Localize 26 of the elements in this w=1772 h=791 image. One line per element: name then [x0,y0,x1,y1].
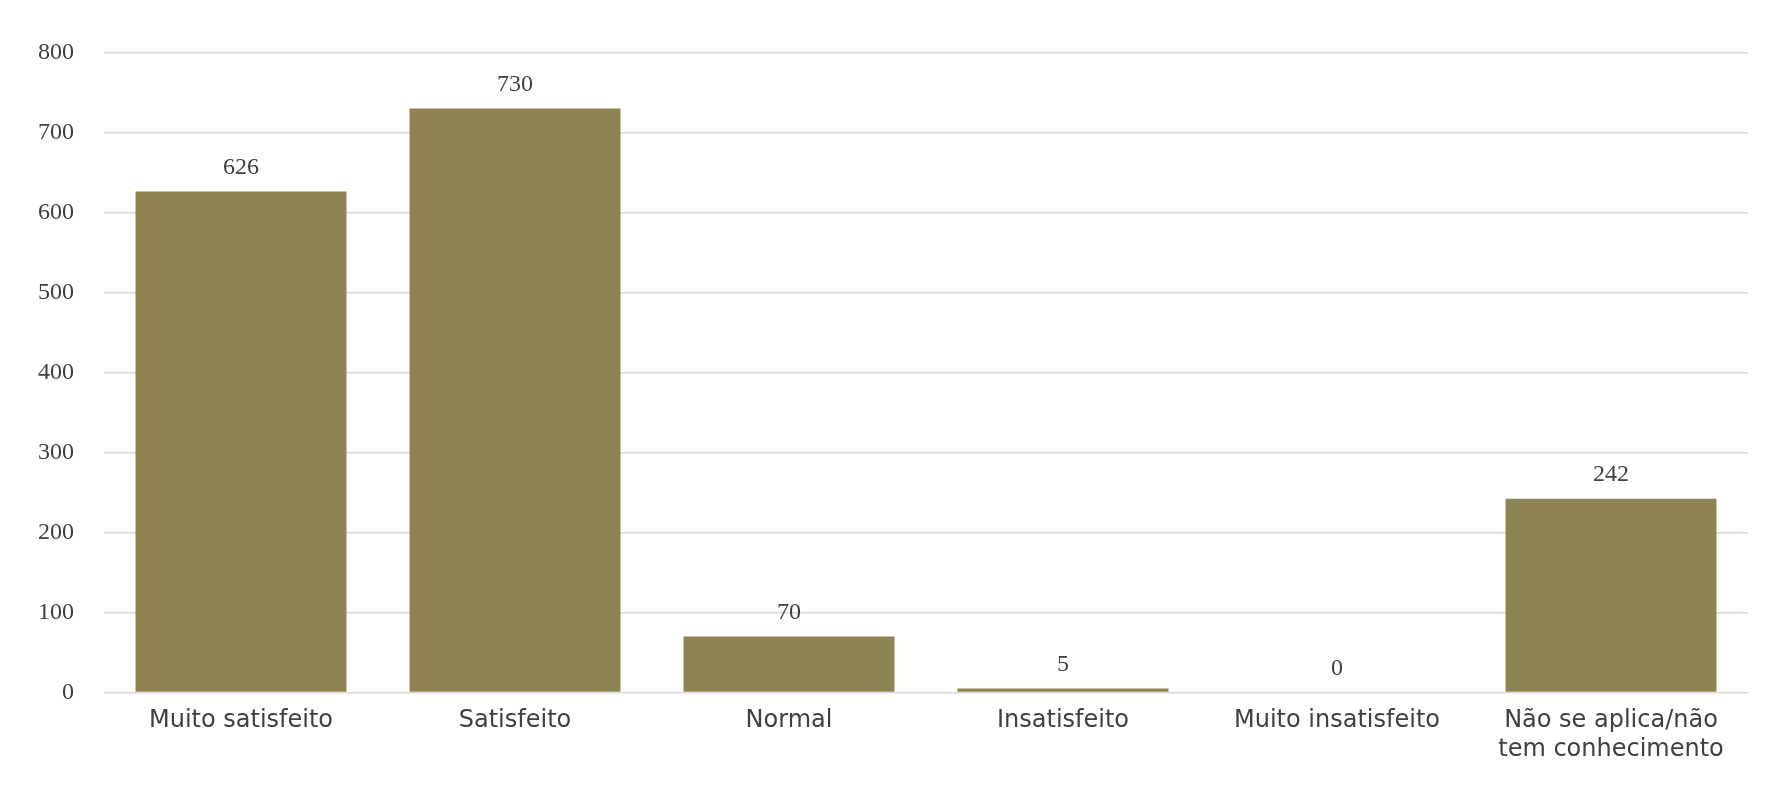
y-tick-label: 0 [62,677,74,704]
bar [409,108,621,692]
x-tick-label: Muito insatisfeito [1234,705,1440,734]
y-tick-label: 600 [38,197,74,224]
x-tick-label: Não se aplica/não tem conhecimento [1498,705,1724,762]
y-tick-label: 100 [38,597,74,624]
y-tick-label: 200 [38,517,74,544]
x-tick-label: Normal [745,705,833,734]
bar [135,191,347,692]
y-tick-label: 800 [38,37,74,64]
bar [683,636,895,692]
x-tick-label: Satisfeito [458,705,572,734]
y-tick-label: 500 [38,277,74,304]
data-label: 626 [223,152,259,179]
x-tick-label: Insatisfeito [996,705,1130,734]
data-label: 70 [777,597,801,624]
bar [1505,498,1717,692]
y-tick-label: 300 [38,437,74,464]
y-tick-label: 400 [38,357,74,384]
x-tick-label: Muito satisfeito [148,705,334,734]
data-label: 730 [497,69,533,96]
data-label: 0 [1331,653,1343,680]
y-tick-label: 700 [38,117,74,144]
bar [957,688,1169,692]
data-label: 5 [1057,649,1069,676]
data-label: 242 [1593,460,1629,487]
